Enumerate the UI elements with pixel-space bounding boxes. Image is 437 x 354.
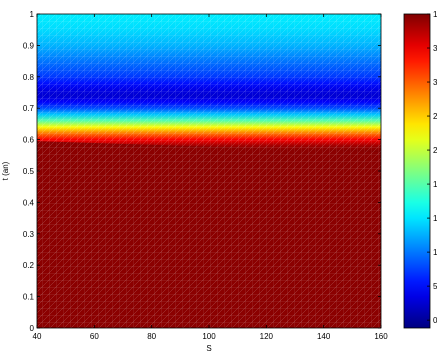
x-tick-label: 140 (317, 332, 331, 341)
y-tick-label: 0.5 (23, 167, 35, 176)
colorbar-tick-label: 1 (433, 10, 437, 19)
colorbar-tick-label: 3 (433, 44, 437, 53)
colorbar-tick-label: 2 (433, 146, 437, 155)
y-tick-label: 0 (30, 324, 35, 333)
x-tick-label: 60 (90, 332, 99, 341)
colorbar-strip (404, 14, 430, 328)
x-tick-label: 120 (260, 332, 274, 341)
colorbar-ticks: 1 3 3 2 2 1 1 1 5 0 (427, 10, 437, 325)
plot-area (36, 13, 382, 329)
y-tick-label: 0.3 (23, 230, 35, 239)
colorbar-tick-label: 1 (433, 248, 437, 257)
colorbar-tick-label: 1 (433, 214, 437, 223)
y-tick-label: 0.7 (23, 104, 35, 113)
colorbar-frame (403, 13, 431, 329)
y-tick-label: 1 (30, 10, 35, 19)
x-tick-label: 100 (202, 332, 216, 341)
colorbar: 1 3 3 2 2 1 1 1 5 0 (403, 10, 437, 329)
colorbar-tick-label: 1 (433, 180, 437, 189)
x-tick-label: 160 (374, 332, 388, 341)
y-tick-label: 0.2 (23, 261, 35, 270)
colorbar-tick-label: 0 (433, 316, 437, 325)
x-tick-label: 80 (147, 332, 156, 341)
colorbar-tick-label: 5 (433, 282, 437, 291)
colorbar-tick-label: 3 (433, 78, 437, 87)
y-tick-label: 0.9 (23, 41, 35, 50)
colorbar-tick-label: 2 (433, 112, 437, 121)
y-tick-label: 0.6 (23, 136, 35, 145)
y-axis: 0 0.1 0.2 0.3 0.4 0.5 0.6 0.7 0.8 0.9 1 (23, 10, 381, 333)
x-tick-label: 40 (33, 332, 42, 341)
x-axis: 40 60 80 100 120 140 160 (33, 14, 388, 341)
x-axis-label: S (206, 344, 211, 353)
y-axis-label: t (an) (1, 161, 10, 180)
mesh-overlay (37, 14, 381, 328)
y-tick-label: 0.1 (23, 293, 35, 302)
y-tick-label: 0.4 (23, 198, 35, 207)
y-tick-label: 0.8 (23, 73, 35, 82)
